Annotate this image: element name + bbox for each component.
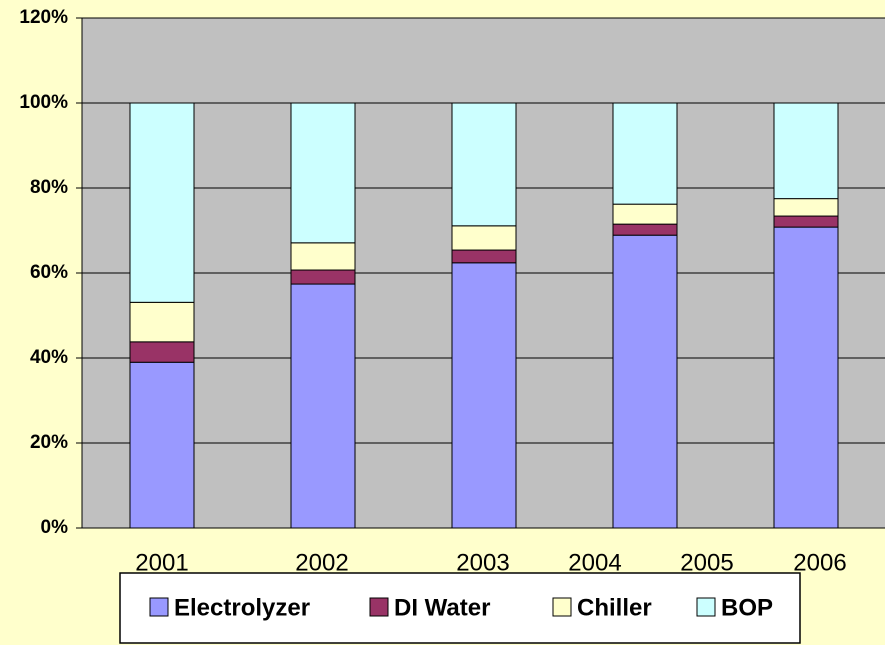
bar-segment	[612, 234, 678, 529]
legend-label: Electrolyzer	[174, 594, 310, 621]
y-tick-label: 20%	[30, 432, 68, 453]
y-tick-label: 60%	[30, 262, 68, 283]
bar-segment	[129, 102, 195, 303]
bar-segment	[773, 198, 839, 217]
x-tick-label: 2002	[295, 549, 348, 576]
y-tick-label: 0%	[41, 517, 69, 538]
legend-box	[119, 572, 801, 644]
x-tick-label: 2003	[456, 549, 509, 576]
bar-segment	[129, 301, 195, 343]
legend-label: BOP	[721, 594, 773, 621]
y-tick-label: 40%	[30, 347, 68, 368]
bar-segment	[129, 341, 195, 363]
bar-segment	[451, 249, 517, 264]
y-tick-label: 120%	[19, 7, 68, 28]
bar-segment	[451, 225, 517, 251]
legend-label: DI Water	[394, 594, 490, 621]
x-tick-label: 2001	[135, 549, 188, 576]
bar-segment	[129, 361, 195, 529]
legend-swatch	[369, 597, 389, 617]
bar-segment	[290, 269, 356, 285]
bar-segment	[290, 242, 356, 271]
legend-swatch	[552, 597, 572, 617]
bar-segment	[612, 203, 678, 225]
bar-segment	[773, 226, 839, 529]
bar-segment	[773, 102, 839, 200]
bar-segment	[451, 262, 517, 529]
legend-label: Chiller	[577, 594, 652, 621]
bar-segment	[290, 283, 356, 529]
legend-swatch	[696, 597, 716, 617]
bar-segment	[612, 102, 678, 205]
legend-swatch	[149, 597, 169, 617]
bar-segment	[612, 223, 678, 236]
bar-segment	[290, 102, 356, 244]
y-tick-label: 100%	[19, 92, 68, 113]
bar-segment	[773, 215, 839, 228]
x-tick-label: 2006	[793, 549, 846, 576]
x-tick-label: 2005	[680, 549, 733, 576]
y-tick-label: 80%	[30, 177, 68, 198]
x-tick-label: 2004	[568, 549, 621, 576]
bar-segment	[451, 102, 517, 227]
